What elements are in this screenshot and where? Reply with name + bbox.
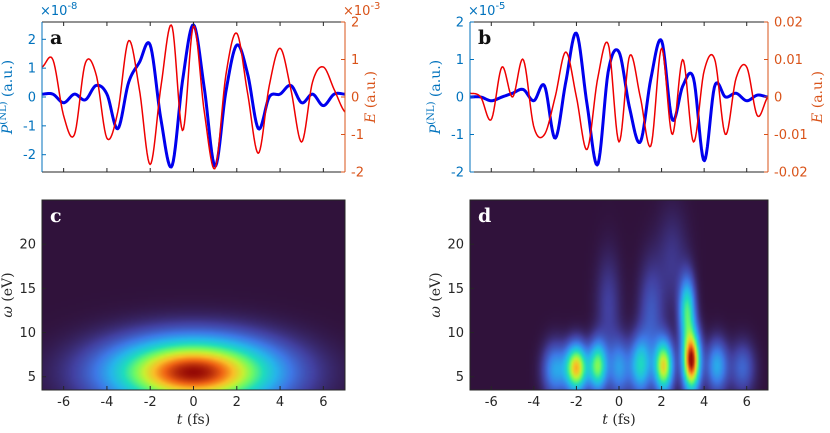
right-axis-label-symbol: E xyxy=(363,113,379,124)
series-line-field xyxy=(469,41,769,151)
x-axis-label: t (fs) xyxy=(177,412,210,428)
right-axis-label: E (a.u.) xyxy=(810,71,826,124)
x-tick-label: -6 xyxy=(485,395,498,410)
right-y-tick-label: -0.02 xyxy=(774,166,808,181)
y-tick-label: 5 xyxy=(456,370,464,385)
panel-d: -6 -4 -2 0 2 4 6 5 10 15 20 t (fs) ω (eV) d xyxy=(428,199,769,428)
left-y-tick-label: 2 xyxy=(28,33,36,48)
x-tick-label: 0 xyxy=(615,395,623,410)
x-tick-label: 2 xyxy=(657,395,665,410)
right-y-tick-label: 0.02 xyxy=(774,16,803,31)
right-axis-label-symbol: E xyxy=(810,113,826,124)
right-y-tick-label: 1 xyxy=(351,53,359,68)
x-axis-label-unit: (fs) xyxy=(608,412,636,428)
x-tick-label: -2 xyxy=(144,395,157,410)
right-y-tick-label: 0 xyxy=(774,91,782,106)
right-axis-label: E (a.u.) xyxy=(363,71,379,124)
right-y-tick-label: -2 xyxy=(351,166,364,181)
right-axis-label-unit: (a.u.) xyxy=(363,71,379,113)
left-axis-label-superscript: (NL) xyxy=(0,101,9,124)
heatmap-image xyxy=(470,200,768,390)
x-axis-label-unit: (fs) xyxy=(182,412,210,428)
y-axis-label-symbol: ω xyxy=(0,306,16,318)
y-tick-label: 5 xyxy=(28,370,36,385)
left-axis-label: P(NL) (a.u.) xyxy=(426,60,444,135)
left-axis-label-superscript: (NL) xyxy=(426,101,437,124)
x-axis-label-symbol: t xyxy=(177,412,183,428)
x-tick-label: 0 xyxy=(189,395,197,410)
y-tick-label: 15 xyxy=(447,282,464,297)
x-tick-label: -4 xyxy=(527,395,540,410)
left-y-tick-label: -2 xyxy=(451,166,464,181)
x-tick-label: -2 xyxy=(570,395,583,410)
y-tick-label: 20 xyxy=(447,238,464,253)
left-axis-exponent: ×10-5 xyxy=(468,1,505,19)
y-axis-label-unit: (eV) xyxy=(0,272,16,306)
y-axis-label-unit: (eV) xyxy=(428,272,444,306)
panel-label: a xyxy=(50,27,62,49)
heatmap-image xyxy=(42,200,345,390)
left-y-tick-label: -2 xyxy=(23,148,36,163)
right-axis-exponent-power: -3 xyxy=(370,1,380,12)
x-axis-label-symbol: t xyxy=(602,412,608,428)
left-axis-label-symbol: P xyxy=(0,124,16,135)
left-y-tick-label: 0 xyxy=(28,91,36,106)
left-axis-label-symbol: P xyxy=(428,124,444,135)
right-y-tick-label: 0 xyxy=(351,91,359,106)
left-y-tick-label: 2 xyxy=(456,16,464,31)
y-axis-label: ω (eV) xyxy=(0,272,16,317)
y-tick-label: 15 xyxy=(19,282,36,297)
y-tick-label: 10 xyxy=(19,326,36,341)
series-line-polarization xyxy=(41,23,346,169)
y-tick-label: 10 xyxy=(447,326,464,341)
y-tick-label: 20 xyxy=(19,238,36,253)
x-tick-label: 2 xyxy=(233,395,241,410)
left-y-tick-label: 1 xyxy=(456,53,464,68)
left-y-tick-label: 1 xyxy=(28,62,36,77)
x-tick-label: 4 xyxy=(700,395,708,410)
panel-label: b xyxy=(478,27,491,49)
series-line-polarization xyxy=(469,31,769,167)
x-tick-label: -4 xyxy=(100,395,113,410)
y-axis-label: ω (eV) xyxy=(428,272,444,317)
x-tick-label: 6 xyxy=(743,395,751,410)
panel-c: -6 -4 -2 0 2 4 6 5 10 15 20 t (fs) ω (eV) c xyxy=(0,199,346,428)
panel-b: -2 -1 0 1 2 -0.02 -0.01 0 0.01 0.02 ×10-5 P(NL) (a.… xyxy=(426,1,826,181)
left-axis-exponent-power: -8 xyxy=(67,1,77,12)
x-tick-label: 6 xyxy=(319,395,327,410)
right-y-tick-label: 0.01 xyxy=(774,53,803,68)
left-axis-label-unit: (a.u.) xyxy=(0,60,16,102)
right-y-tick-label: 2 xyxy=(351,16,359,31)
left-y-tick-label: -1 xyxy=(23,119,36,134)
right-y-tick-label: -0.01 xyxy=(774,128,808,143)
y-axis-label-symbol: ω xyxy=(428,306,444,318)
right-y-tick-label: -1 xyxy=(351,128,364,143)
right-axis-label-unit: (a.u.) xyxy=(810,71,826,113)
left-y-tick-label: -1 xyxy=(451,128,464,143)
left-axis-exponent-power: -5 xyxy=(495,1,505,12)
left-y-tick-label: 0 xyxy=(456,91,464,106)
x-tick-label: -6 xyxy=(57,395,70,410)
right-axis-exponent: ×10-3 xyxy=(343,1,380,19)
panel-label: d xyxy=(478,205,491,227)
left-axis-label-unit: (a.u.) xyxy=(428,60,444,102)
left-axis-exponent: ×10-8 xyxy=(40,1,77,19)
x-tick-label: 4 xyxy=(276,395,284,410)
left-axis-label: P(NL) (a.u.) xyxy=(0,60,16,135)
panel-label: c xyxy=(50,205,62,227)
x-axis-label: t (fs) xyxy=(602,412,635,428)
